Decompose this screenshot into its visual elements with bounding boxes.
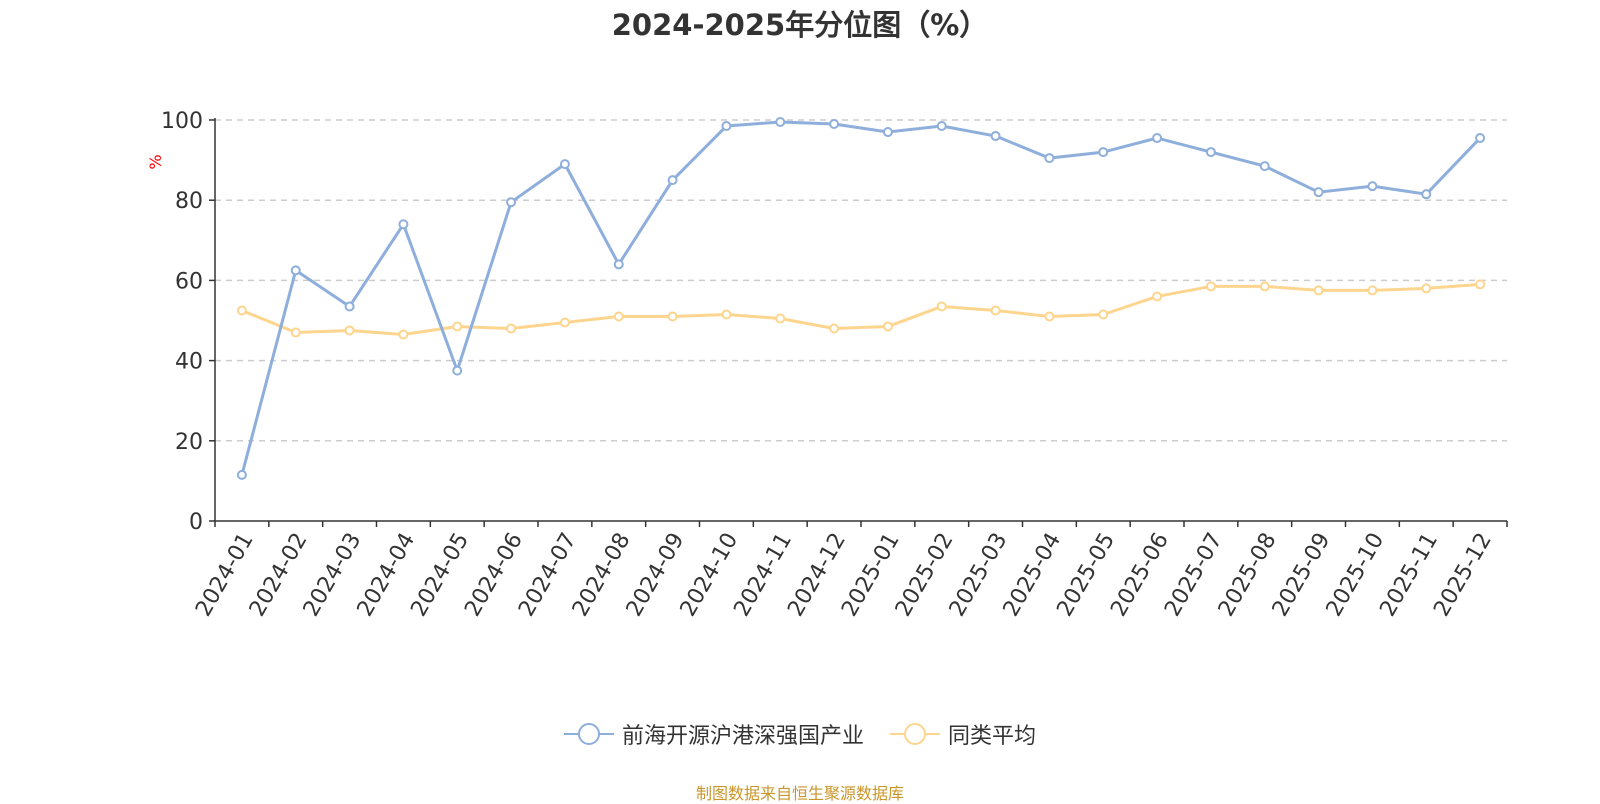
data-point[interactable] — [1313, 285, 1324, 296]
legend-swatch-fund — [563, 723, 614, 745]
data-point[interactable] — [506, 197, 517, 208]
data-point[interactable] — [829, 323, 840, 334]
series-layer — [236, 117, 1486, 480]
data-point[interactable] — [344, 325, 355, 336]
y-tick-label: 80 — [175, 189, 203, 214]
data-point[interactable] — [613, 311, 624, 322]
legend-swatch-average — [890, 723, 940, 745]
data-point[interactable] — [506, 323, 517, 334]
data-point[interactable] — [1044, 311, 1055, 322]
data-point[interactable] — [398, 219, 409, 230]
series-line-0 — [240, 120, 1482, 477]
data-source-note: 制图数据来自恒生聚源数据库 — [695, 784, 904, 803]
data-point[interactable] — [1367, 285, 1378, 296]
data-point[interactable] — [936, 121, 947, 132]
data-point[interactable] — [398, 329, 409, 340]
data-point[interactable] — [1421, 189, 1432, 200]
data-point[interactable] — [1259, 161, 1270, 172]
data-point[interactable] — [882, 127, 893, 138]
data-point[interactable] — [1098, 147, 1109, 158]
data-point[interactable] — [290, 265, 301, 276]
data-point[interactable] — [1044, 153, 1055, 164]
data-point[interactable] — [559, 317, 570, 328]
data-point[interactable] — [559, 159, 570, 170]
data-point[interactable] — [1152, 133, 1163, 144]
data-point[interactable] — [1205, 147, 1216, 158]
data-point[interactable] — [344, 301, 355, 312]
data-point[interactable] — [236, 469, 247, 480]
data-point[interactable] — [1421, 283, 1432, 294]
legend-label-fund: 前海开源沪港深强国产业 — [621, 724, 864, 749]
data-point[interactable] — [1367, 181, 1378, 192]
data-point[interactable] — [829, 119, 840, 130]
y-tick-label: 60 — [175, 269, 203, 294]
data-point[interactable] — [721, 121, 732, 132]
legend-item-fund[interactable]: 前海开源沪港深强国产业 — [563, 718, 864, 750]
y-tick-label: 20 — [175, 430, 203, 455]
data-point[interactable] — [775, 313, 786, 324]
data-point[interactable] — [452, 365, 463, 376]
data-point[interactable] — [990, 131, 1001, 142]
data-point[interactable] — [1152, 291, 1163, 302]
data-point[interactable] — [775, 117, 786, 128]
legend-label-average: 同类平均 — [948, 724, 1037, 749]
data-point[interactable] — [1313, 187, 1324, 198]
data-point[interactable] — [667, 311, 678, 322]
data-point[interactable] — [882, 321, 893, 332]
data-point[interactable] — [1205, 281, 1216, 292]
data-point[interactable] — [667, 175, 678, 186]
legend: 前海开源沪港深强国产业 同类平均 — [0, 718, 1600, 750]
data-point[interactable] — [936, 301, 947, 312]
data-point[interactable] — [613, 259, 624, 270]
y-axis-title: % — [146, 154, 165, 169]
chart-title: 2024-2025年分位图（%） — [611, 8, 989, 42]
data-point[interactable] — [1475, 279, 1486, 290]
data-point[interactable] — [721, 309, 732, 320]
legend-item-average[interactable]: 同类平均 — [890, 718, 1036, 750]
data-point[interactable] — [990, 305, 1001, 316]
data-point[interactable] — [452, 321, 463, 332]
y-tick-label: 100 — [161, 109, 203, 134]
data-point[interactable] — [236, 305, 247, 316]
data-point[interactable] — [1098, 309, 1109, 320]
series-line-1 — [240, 282, 1482, 337]
grid-lines — [215, 119, 1507, 442]
data-point[interactable] — [1475, 133, 1486, 144]
y-tick-label: 0 — [189, 510, 203, 535]
y-tick-label: 40 — [175, 350, 203, 375]
data-point[interactable] — [290, 327, 301, 338]
data-point[interactable] — [1259, 281, 1270, 292]
